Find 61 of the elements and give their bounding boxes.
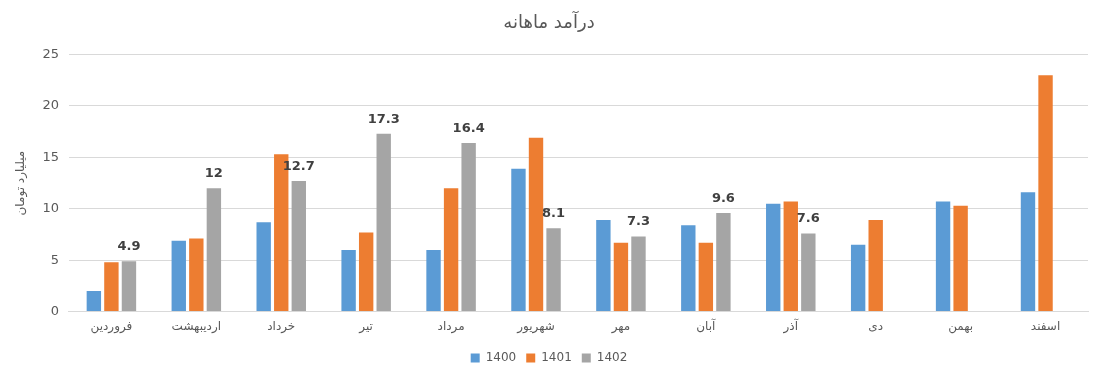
bar bbox=[121, 261, 137, 312]
bar bbox=[256, 222, 271, 312]
bar bbox=[443, 188, 459, 312]
x-tick-label: اسفند bbox=[1030, 318, 1061, 333]
y-tick-label: 5 bbox=[50, 251, 59, 267]
bar bbox=[358, 232, 374, 312]
bar bbox=[850, 244, 866, 312]
bar bbox=[86, 291, 102, 312]
bar bbox=[766, 203, 781, 312]
chart-title: درآمد ماهانه bbox=[503, 10, 595, 33]
x-tick-label: بهمن bbox=[948, 318, 974, 334]
data-label: 17.3 bbox=[367, 110, 400, 126]
data-label: 16.4 bbox=[452, 119, 485, 135]
bar bbox=[171, 240, 186, 312]
y-tick-label: 15 bbox=[42, 148, 59, 164]
x-tick-label: اردیبهشت bbox=[171, 318, 222, 334]
y-tick-label: 0 bbox=[50, 302, 59, 318]
data-label: 4.9 bbox=[117, 238, 141, 254]
bar bbox=[801, 233, 816, 312]
data-label: 12 bbox=[204, 165, 223, 181]
bar bbox=[1038, 75, 1053, 312]
bar bbox=[189, 238, 204, 312]
x-tick-label: تیر bbox=[358, 318, 373, 334]
bar bbox=[681, 225, 696, 312]
legend-label: 1401 bbox=[541, 350, 572, 365]
x-tick-label: دی bbox=[868, 318, 884, 333]
bar bbox=[613, 242, 629, 312]
bar bbox=[596, 220, 611, 312]
bar bbox=[511, 168, 526, 312]
y-tick-label: 10 bbox=[42, 200, 59, 216]
x-tick-label: آبان bbox=[696, 317, 717, 333]
bar bbox=[291, 181, 306, 312]
bar bbox=[528, 137, 544, 312]
data-label: 9.6 bbox=[711, 189, 735, 205]
bar bbox=[426, 249, 441, 312]
y-tick-label: 20 bbox=[42, 97, 59, 113]
bar bbox=[546, 228, 561, 312]
x-tick-label: فروردین bbox=[90, 318, 133, 334]
x-tick-label: آذر bbox=[782, 317, 799, 334]
bar bbox=[206, 188, 222, 312]
bar bbox=[376, 133, 391, 312]
y-tick-label: 25 bbox=[42, 45, 59, 61]
bar bbox=[631, 236, 646, 312]
data-label: 7.3 bbox=[626, 213, 650, 229]
x-tick-label: مهر bbox=[610, 318, 631, 334]
bar bbox=[1020, 192, 1036, 312]
bar bbox=[716, 212, 731, 312]
bar bbox=[935, 201, 951, 312]
bar bbox=[953, 205, 968, 312]
legend-label: 1400 bbox=[485, 350, 517, 365]
x-tick-label: مرداد bbox=[437, 318, 465, 334]
x-tick-label: خرداد bbox=[267, 318, 296, 334]
bar bbox=[461, 143, 476, 312]
bar bbox=[698, 242, 714, 312]
bar bbox=[783, 201, 798, 312]
legend-label: 1402 bbox=[596, 350, 628, 365]
x-tick-label: شهریور bbox=[516, 318, 555, 334]
bar bbox=[341, 249, 356, 312]
bar bbox=[104, 262, 119, 312]
y-axis-title: میلیارد تومان bbox=[13, 150, 29, 216]
bar bbox=[868, 220, 883, 312]
